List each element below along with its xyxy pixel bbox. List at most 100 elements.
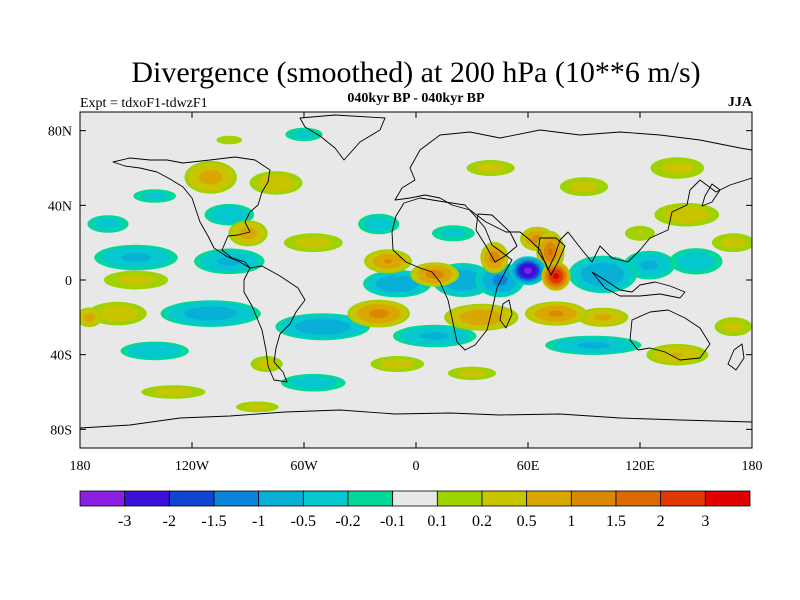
divergence-contour-51 — [553, 273, 559, 280]
divergence-contour-21 — [256, 174, 296, 192]
divergence-contour-35 — [83, 312, 96, 322]
colorbar-swatch — [481, 490, 528, 507]
colorbar-swatch — [615, 490, 662, 507]
coastline-india — [537, 237, 566, 276]
divergence-contour-37 — [295, 318, 351, 335]
divergence-contour-41 — [581, 262, 625, 287]
divergence-contour-22 — [95, 305, 139, 323]
divergence-contour-27 — [640, 260, 658, 270]
divergence-contour-49 — [548, 248, 553, 256]
divergence-contour-11 — [722, 321, 745, 333]
x-tick-label: 180 — [742, 459, 763, 474]
divergence-contour-0 — [636, 231, 644, 236]
colorbar-swatch — [660, 490, 706, 507]
colorbar-label: 2 — [657, 513, 665, 530]
coastline-madagascar — [499, 299, 513, 329]
divergence-contour-6 — [116, 274, 156, 286]
colorbar-label: 1.5 — [606, 513, 626, 530]
colorbar-swatch — [213, 490, 260, 507]
divergence-contour-20 — [363, 216, 394, 232]
chart-subtitle-center: 040kyr BP - 040kyr BP — [347, 91, 485, 106]
divergence-contour-1 — [225, 138, 233, 142]
colorbar-swatch — [347, 490, 394, 507]
x-tick-label: 60W — [290, 459, 318, 474]
divergence-contour-15 — [153, 388, 193, 396]
colorbar-swatch — [526, 490, 572, 507]
divergence-contour-14 — [457, 369, 487, 378]
divergence-contour-42 — [384, 259, 392, 264]
divergence-contour-30 — [420, 332, 449, 340]
colorbar-swatch — [704, 490, 751, 507]
divergence-contour-32 — [594, 314, 612, 321]
colorbar-swatch — [436, 490, 483, 507]
colorbar-swatch — [392, 490, 438, 507]
x-tick-label: 60E — [517, 459, 540, 474]
coastline-indonesia — [591, 271, 686, 299]
divergence-contour-7 — [720, 237, 747, 249]
y-tick-label: 40S — [50, 349, 72, 364]
coastline-arabian-peninsula — [475, 213, 518, 263]
divergence-contour-3 — [440, 228, 467, 239]
colorbar-swatch — [570, 490, 617, 507]
divergence-contour-43 — [548, 310, 564, 317]
coastline-africa — [391, 197, 513, 351]
colorbar-swatch — [124, 490, 170, 507]
x-tick-label: 120E — [625, 459, 655, 474]
x-tick-label: 0 — [413, 459, 420, 474]
coastline-australia — [629, 309, 711, 361]
colorbar-swatch — [79, 490, 126, 507]
chart-subtitle-right: JJA — [728, 95, 753, 110]
divergence-contour-16 — [244, 403, 271, 411]
colorbar-swatch — [258, 490, 304, 507]
divergence-contour-17 — [676, 251, 716, 271]
x-tick-label: 120W — [175, 459, 210, 474]
divergence-contour-4 — [292, 130, 316, 139]
colorbar-label: 0.2 — [472, 513, 492, 530]
divergence-contour-33 — [239, 227, 257, 240]
colorbar-label: -1.5 — [201, 513, 226, 530]
divergence-contour-12 — [257, 359, 277, 369]
divergence-contour-46 — [368, 309, 389, 318]
colorbar-label: 0.1 — [427, 513, 447, 530]
y-tick-label: 80N — [48, 125, 72, 140]
colorbar-label: -0.2 — [335, 513, 360, 530]
divergence-contour-44 — [492, 274, 508, 286]
divergence-contour-36 — [184, 306, 237, 321]
colorbar-label: -3 — [118, 513, 131, 530]
divergence-contour-26 — [671, 352, 683, 357]
divergence-contour-5 — [295, 237, 332, 249]
divergence-contour-34 — [199, 170, 223, 185]
divergence-contour-28 — [121, 253, 151, 262]
divergence-contour-2 — [141, 192, 168, 200]
divergence-contour-13 — [381, 359, 414, 369]
divergence-contour-24 — [127, 343, 182, 359]
divergence-contour-31 — [577, 342, 610, 349]
y-tick-label: 0 — [65, 274, 72, 289]
divergence-field — [80, 127, 752, 413]
x-tick-label: 180 — [70, 459, 91, 474]
y-tick-label: 80S — [50, 423, 72, 438]
colorbar-label: 0.5 — [517, 513, 537, 530]
coastline-japan — [701, 183, 721, 207]
coastline-eurasia — [394, 129, 752, 271]
divergence-contour-9 — [569, 181, 599, 193]
colorbar-label: 3 — [701, 513, 709, 530]
coastline-south-america — [243, 265, 306, 383]
colorbar-label: -1 — [252, 513, 265, 530]
divergence-contour-18 — [289, 376, 337, 390]
divergence-contour-50 — [524, 267, 532, 274]
y-tick-label: 40N — [48, 199, 72, 214]
colorbar: -3 -2 -1.5 -1 -0.5 -0.2 -0.1 0.1 0.2 0.5 1 1.5 2 3 — [79, 490, 751, 530]
colorbar-swatch — [302, 490, 349, 507]
chart-title: Divergence (smoothed) at 200 hPa (10**6 … — [131, 56, 700, 89]
chart-subtitle-left: Expt = tdxoF1-tdwzF1 — [80, 96, 208, 111]
divergence-contour-38 — [459, 309, 503, 326]
divergence-contour-25 — [209, 206, 249, 224]
divergence-contour-8 — [661, 161, 694, 175]
coastline-north-america — [112, 156, 271, 269]
divergence-contour-48 — [425, 269, 444, 279]
divergence-contour-40 — [375, 275, 419, 293]
x-axis: 180 120W 60W 0 60E 120E 180 — [70, 112, 763, 474]
divergence-contour-10 — [476, 163, 506, 173]
